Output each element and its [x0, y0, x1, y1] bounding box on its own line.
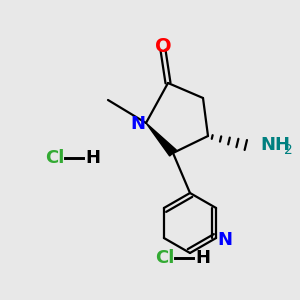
Text: H: H — [196, 249, 211, 267]
Polygon shape — [146, 123, 176, 156]
Text: 2: 2 — [284, 143, 293, 157]
Text: Cl: Cl — [155, 249, 175, 267]
Text: N: N — [218, 231, 232, 249]
Text: NH: NH — [260, 136, 290, 154]
Text: O: O — [155, 37, 171, 56]
Text: Cl: Cl — [45, 149, 65, 167]
Text: H: H — [85, 149, 100, 167]
Text: N: N — [130, 115, 146, 133]
